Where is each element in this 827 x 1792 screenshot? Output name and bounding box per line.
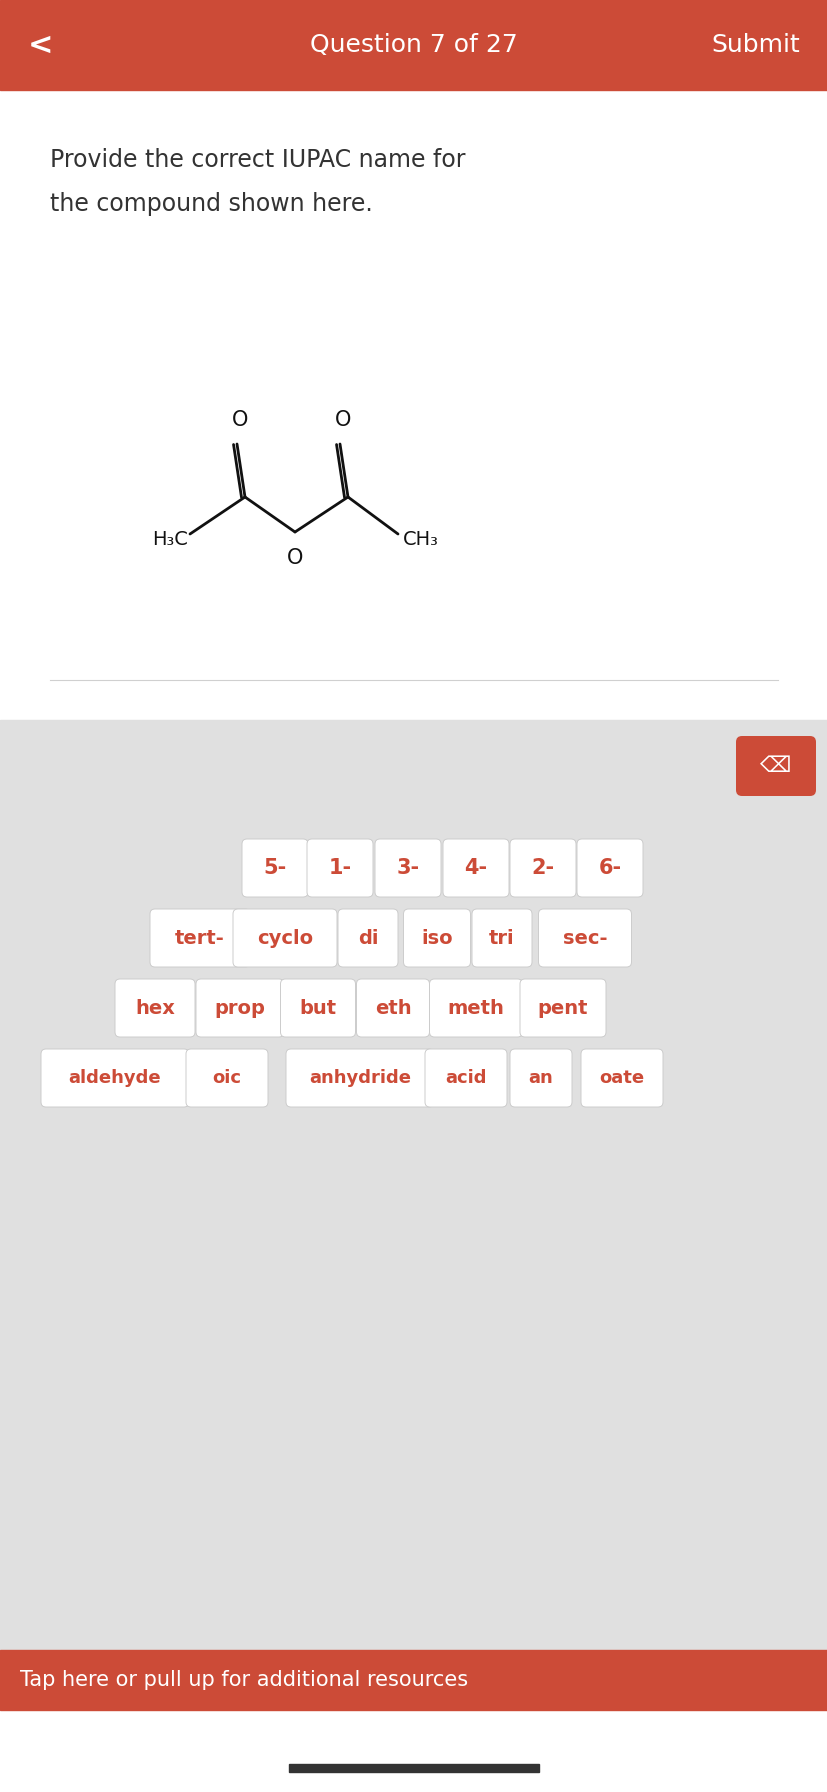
FancyBboxPatch shape (519, 978, 605, 1038)
Text: ⌫: ⌫ (759, 756, 791, 776)
FancyBboxPatch shape (307, 839, 372, 898)
Text: 2-: 2- (531, 858, 554, 878)
Bar (0, 720, 827, 1650)
Text: CH₃: CH₃ (403, 529, 438, 548)
Text: <: < (28, 30, 54, 59)
Text: pent: pent (537, 998, 587, 1018)
FancyBboxPatch shape (509, 1048, 571, 1107)
Text: 4-: 4- (464, 858, 487, 878)
FancyBboxPatch shape (442, 839, 509, 898)
Text: oate: oate (599, 1070, 643, 1088)
FancyBboxPatch shape (471, 909, 532, 968)
FancyBboxPatch shape (509, 839, 576, 898)
FancyBboxPatch shape (735, 737, 815, 796)
Text: anhydride: anhydride (308, 1070, 410, 1088)
Text: hex: hex (135, 998, 174, 1018)
Text: tert-: tert- (175, 928, 225, 948)
Text: tri: tri (489, 928, 514, 948)
Text: sec-: sec- (562, 928, 606, 948)
FancyBboxPatch shape (337, 909, 398, 968)
FancyBboxPatch shape (241, 839, 308, 898)
FancyBboxPatch shape (150, 909, 250, 968)
Text: O: O (232, 410, 248, 430)
Text: aldehyde: aldehyde (69, 1070, 161, 1088)
Text: di: di (357, 928, 378, 948)
Text: the compound shown here.: the compound shown here. (50, 192, 372, 217)
Text: meth: meth (447, 998, 504, 1018)
Bar (0, 0, 827, 90)
FancyBboxPatch shape (115, 978, 195, 1038)
FancyBboxPatch shape (538, 909, 631, 968)
Text: Tap here or pull up for additional resources: Tap here or pull up for additional resou… (20, 1670, 467, 1690)
Bar (289, 1763, 538, 1772)
FancyBboxPatch shape (196, 978, 284, 1038)
FancyBboxPatch shape (403, 909, 470, 968)
FancyBboxPatch shape (356, 978, 429, 1038)
Text: acid: acid (445, 1070, 486, 1088)
FancyBboxPatch shape (186, 1048, 268, 1107)
Text: 6-: 6- (598, 858, 621, 878)
Text: but: but (299, 998, 336, 1018)
FancyBboxPatch shape (581, 1048, 662, 1107)
Text: O: O (334, 410, 351, 430)
Text: 1-: 1- (328, 858, 351, 878)
Text: 5-: 5- (263, 858, 286, 878)
Text: cyclo: cyclo (256, 928, 313, 948)
Text: an: an (528, 1070, 552, 1088)
FancyBboxPatch shape (232, 909, 337, 968)
Text: iso: iso (421, 928, 452, 948)
Text: prop: prop (214, 998, 265, 1018)
Text: eth: eth (375, 998, 411, 1018)
FancyBboxPatch shape (280, 978, 355, 1038)
FancyBboxPatch shape (375, 839, 441, 898)
FancyBboxPatch shape (424, 1048, 506, 1107)
FancyBboxPatch shape (41, 1048, 189, 1107)
Text: 3-: 3- (396, 858, 419, 878)
FancyBboxPatch shape (429, 978, 522, 1038)
Text: oic: oic (213, 1070, 241, 1088)
Bar (0, 1650, 827, 1710)
Text: Submit: Submit (710, 32, 799, 57)
Text: Question 7 of 27: Question 7 of 27 (310, 32, 517, 57)
Text: H₃C: H₃C (152, 529, 188, 548)
FancyBboxPatch shape (576, 839, 643, 898)
Text: Provide the correct IUPAC name for: Provide the correct IUPAC name for (50, 149, 465, 172)
FancyBboxPatch shape (285, 1048, 433, 1107)
Text: O: O (286, 548, 303, 568)
